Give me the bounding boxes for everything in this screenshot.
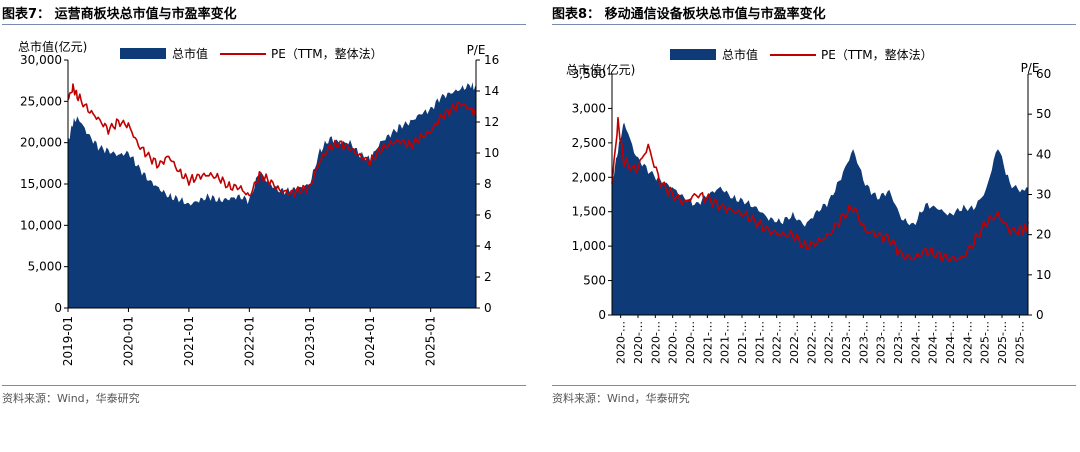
y-tick-label-left: 3,000 [572,101,606,115]
figure-title: 图表8： 移动通信设备板块总市值与市盈率变化 [552,7,826,22]
y-tick-label-right: 14 [484,84,499,98]
chart-panel-operators: 图表7： 运营商板块总市值与市盈率变化 0 5,000 10,000 15,000 20… [2,0,532,452]
x-tick-label: 2020-01 [121,316,135,366]
y-tick-label-right: 20 [1036,228,1051,242]
pe-line [611,116,1029,263]
market-cap-area [68,82,476,308]
y-tick-label-left: 30,000 [20,53,62,67]
x-tick-label: 2024-01 [363,316,377,366]
legend-swatch-market-cap [670,49,716,60]
x-tick-label: 2021-… [753,321,766,364]
y-tick-label-left: 3,500 [572,67,606,81]
y-tick-label-right: 60 [1036,67,1051,81]
y-tick-label-left: 0 [598,308,606,322]
market-cap-area [612,122,1028,315]
legend-swatch-market-cap [120,48,166,59]
x-tick-label: 2023-01 [303,316,317,366]
title-divider [552,24,1076,25]
x-tick-label: 2025-01 [424,316,438,366]
x-tick-label: 2021-… [701,321,714,364]
x-tick-label: 2025-… [1013,321,1026,364]
x-tick-label: 2023-… [840,321,853,364]
y-tick-label-right: 0 [1036,308,1044,322]
y-tick-label-right: 4 [484,239,492,253]
y-axis-title-right: P/E [1021,61,1040,75]
y-tick-label-left: 20,000 [20,136,62,150]
y-tick-label-left: 500 [583,274,606,288]
x-tick-label: 2021-01 [182,316,196,366]
x-tick-label: 2019-01 [61,316,75,366]
market-cap-pe-chart-operators: 0 5,000 10,000 15,000 20,000 25,000 30,000 0 2 4 6… [18,39,499,366]
y-tick-label-left: 25,000 [20,94,62,108]
source-note: 资料来源：Wind，华泰研究 [552,392,690,405]
y-tick-label-right: 40 [1036,147,1051,161]
y-tick-label-right: 16 [484,53,499,67]
x-tick-label: 2020-… [649,321,662,364]
x-tick-label: 2020-… [615,321,628,364]
y-axis-title-right: P/E [467,43,486,57]
x-tick-label: 2025-… [979,321,992,364]
x-tick-label: 2022-… [805,321,818,364]
chart-panel-mobile-equipment: 图表8： 移动通信设备板块总市值与市盈率变化 0 500 1,000 1,500 2,0… [552,0,1080,452]
y-tick-label-left: 2,500 [572,136,606,150]
x-tick-label: 2024-… [927,321,940,364]
y-tick-label-right: 10 [1036,268,1051,282]
y-tick-label-right: 50 [1036,107,1051,121]
y-axis-title-left: 总市值(亿元) [566,62,635,77]
y-tick-label-right: 6 [484,208,492,222]
x-tick-label: 2020-… [684,321,697,364]
x-tick-label: 2023-… [892,321,905,364]
x-tick-label: 2022-… [788,321,801,364]
y-tick-label-right: 10 [484,146,499,160]
x-tick-label: 2023-… [857,321,870,364]
y-tick-label-left: 5,000 [28,260,62,274]
x-tick-label: 2022-… [823,321,836,364]
pe-line [67,83,477,198]
y-tick-label-left: 1,000 [572,239,606,253]
y-tick-label-right: 8 [484,177,492,191]
source-note: 资料来源：Wind，华泰研究 [2,392,140,405]
y-tick-label-right: 12 [484,115,499,129]
x-tick-label: 2021-… [736,321,749,364]
x-tick-label: 2024-… [909,321,922,364]
x-tick-label: 2022-… [771,321,784,364]
legend-label-pe: PE（TTM，整体法） [821,47,933,62]
y-tick-label-right: 0 [484,301,492,315]
legend-label-market-cap: 总市值 [172,46,208,61]
y-tick-label-left: 0 [54,301,62,315]
y-tick-label-right: 2 [484,270,492,284]
source-divider [552,385,1076,386]
figure-title: 图表7： 运营商板块总市值与市盈率变化 [2,7,237,22]
legend-label-pe: PE（TTM，整体法） [271,46,383,61]
x-tick-label: 2025-… [996,321,1009,364]
source-divider [2,385,526,386]
x-tick-label: 2020-… [632,321,645,364]
market-cap-pe-chart-mobile-equipment: 0 500 1,000 1,500 2,000 2,500 3,000 3,500 0 10 20 3… [566,47,1051,364]
y-axis-title-left: 总市值(亿元) [18,39,87,54]
legend-label-market-cap: 总市值 [722,47,758,62]
x-tick-label: 2023-… [875,321,888,364]
x-tick-label: 2024-… [944,321,957,364]
x-tick-label: 2022-01 [242,316,256,366]
title-divider [2,24,526,25]
y-tick-label-right: 30 [1036,188,1051,202]
x-tick-label: 2020-… [667,321,680,364]
y-tick-label-left: 2,000 [572,170,606,184]
y-tick-label-left: 10,000 [20,218,62,232]
x-tick-label: 2021-… [719,321,732,364]
y-tick-label-left: 1,500 [572,205,606,219]
x-tick-label: 2024-… [961,321,974,364]
y-tick-label-left: 15,000 [20,177,62,191]
